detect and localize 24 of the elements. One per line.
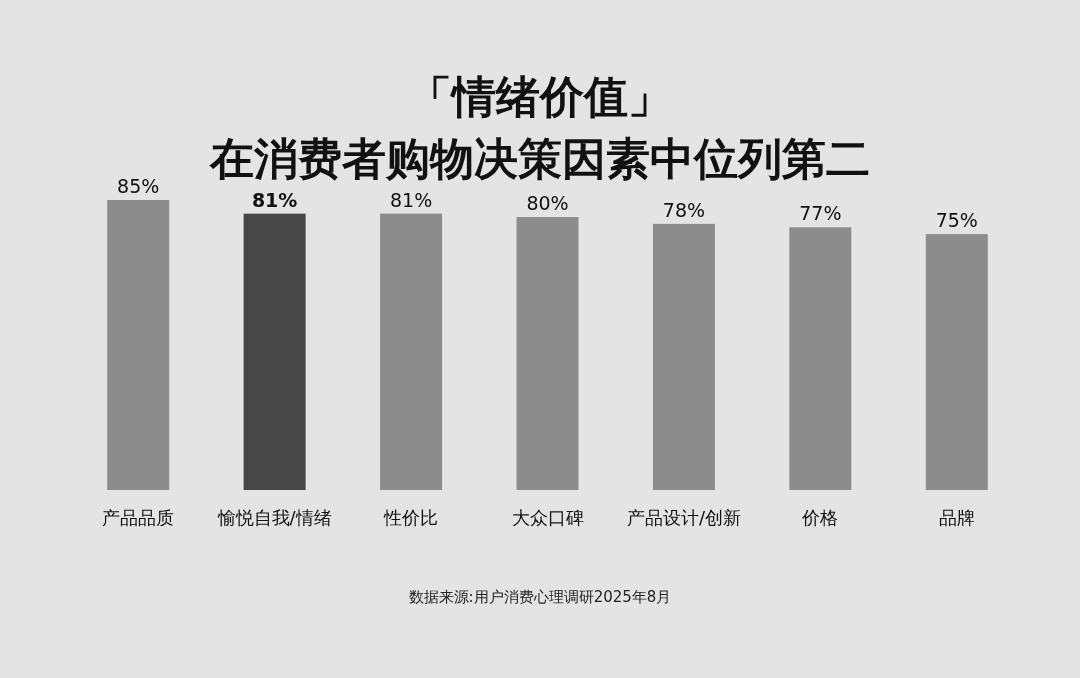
data-label: 81%	[389, 188, 433, 211]
x-tick-label: 大众口碑	[511, 507, 584, 528]
bar	[107, 200, 170, 490]
chart-title: 「情绪价值」	[408, 71, 672, 122]
bar	[925, 234, 988, 490]
x-tick-label: 产品品质	[102, 507, 175, 528]
bar	[380, 213, 443, 490]
bar	[652, 223, 715, 490]
x-tick-label: 品牌	[938, 507, 975, 528]
x-tick-label: 产品设计/创新	[626, 507, 741, 528]
x-tick-label: 价格	[801, 507, 839, 528]
chart-subtitle: 在消费者购物决策因素中位列第二	[209, 133, 870, 184]
data-label: 75%	[935, 209, 978, 232]
x-tick-label: 性价比	[383, 507, 439, 528]
data-label: 85%	[117, 175, 160, 197]
data-label: 81%	[251, 188, 298, 211]
bar	[243, 213, 306, 490]
bar	[789, 227, 852, 490]
data-label: 77%	[799, 202, 842, 225]
x-tick-label: 愉悦自我/情绪	[216, 507, 332, 528]
bar	[516, 217, 579, 490]
source-note: 数据来源:用户消费心理调研2025年8月	[408, 588, 672, 606]
data-label: 78%	[662, 198, 706, 221]
data-label: 80%	[526, 192, 569, 215]
